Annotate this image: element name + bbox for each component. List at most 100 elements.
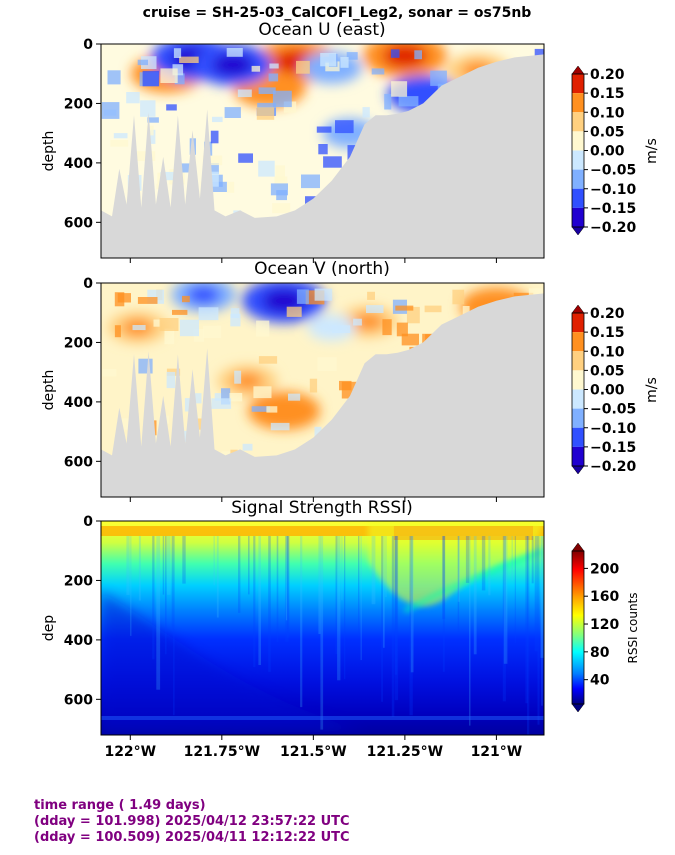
y-tick-label: 600 (64, 454, 93, 470)
colorbar-segment (572, 207, 584, 227)
panel-title-rssi: Signal Strength RSSI) (231, 498, 413, 518)
field-cell (366, 305, 384, 313)
rssi-ping-column (285, 536, 289, 642)
field-cell (296, 289, 309, 304)
field-cell (166, 371, 176, 389)
time-range-footer: time range ( 1.49 days) (dday = 101.998)… (34, 798, 350, 846)
rssi-ping-column (285, 536, 288, 621)
field-cell (205, 163, 219, 174)
colorbar-tick-label: 0.20 (590, 67, 625, 83)
rssi-ping-column (457, 536, 460, 602)
rssi-deep-band (101, 716, 544, 720)
field-cell (114, 325, 121, 338)
field-cell (268, 73, 279, 82)
colorbar-tick-label: 0.00 (590, 383, 625, 399)
rssi-ping-column (381, 536, 383, 702)
colorbar-segment (572, 74, 584, 94)
rssi-ping-column (410, 536, 414, 673)
rssi-ping-column (371, 536, 376, 605)
time-range-line: time range ( 1.49 days) (34, 798, 206, 813)
rssi-ping-column (537, 536, 540, 725)
field-cell (238, 153, 253, 163)
field-cell (230, 308, 240, 318)
rssi-ping-column (165, 536, 167, 655)
colorbar-segment (572, 389, 584, 409)
field-cell (146, 125, 154, 136)
v-colorbar: 0.20 0.15 0.10 0.05 0.00 −0.05 −0.10 −0.15 −0.20 (571, 304, 637, 475)
u-colorbar: 0.20 0.15 0.10 0.05 0.00 −0.05 −0.10 −0.15 −0.20 (571, 65, 637, 236)
colorbar-segment (572, 112, 584, 132)
colorbar-extend-max (571, 542, 585, 552)
rssi-ping-column (182, 536, 186, 584)
field-cell (430, 70, 447, 86)
field-cell (178, 163, 196, 173)
panel-title-v: Ocean V (north) (254, 259, 390, 279)
colorbar-extend-min (571, 226, 585, 236)
colorbar-tick-label: −0.20 (590, 220, 637, 236)
field-cell (353, 318, 362, 326)
x-tick-label: 122°W (104, 744, 156, 760)
rssi-ping-column (156, 536, 161, 690)
v-seafloor-mask (101, 283, 544, 497)
field-cell (110, 140, 129, 147)
rssi-ping-column (130, 536, 132, 636)
rssi-ping-column (457, 536, 460, 632)
colorbar-tick-label: 0.05 (590, 124, 625, 140)
field-cell (286, 306, 302, 317)
field-cell (272, 203, 291, 214)
field-cell (132, 325, 146, 331)
field-cell (140, 100, 156, 117)
y-tick-label: 400 (64, 156, 93, 172)
colorbar-tick-label: 0.10 (590, 344, 625, 360)
time-range-end: (dday = 101.998) 2025/04/12 23:57:22 UTC (34, 814, 350, 829)
colorbar-gradient (572, 551, 584, 704)
field-cell (174, 73, 185, 85)
colorbar-extend-min (571, 465, 585, 475)
field-cell (198, 307, 219, 321)
field-cell (528, 288, 543, 297)
field-cell (251, 406, 271, 412)
field-cell (166, 104, 177, 111)
field-cell (226, 48, 243, 57)
rssi-field-texture (101, 536, 544, 735)
field-cell (191, 393, 202, 404)
field-cell (401, 333, 419, 346)
rssi-ping-column (534, 536, 538, 652)
field-cell (121, 418, 131, 430)
field-cell (390, 49, 400, 58)
u-ylabel: depth (41, 131, 57, 172)
field-cell (314, 288, 333, 301)
field-cell (138, 358, 153, 374)
field-cell (147, 117, 159, 123)
rssi-x-axis: 122°W 121.75°W 121.5°W 121.25°W 121°W (104, 735, 522, 760)
colorbar-tick-label: 120 (590, 617, 619, 633)
field-cell (227, 181, 235, 193)
field-cell (101, 102, 120, 119)
field-cell (543, 50, 544, 63)
colorbar-tick-label: −0.10 (590, 182, 637, 198)
colorbar-tick-label: 0.05 (590, 363, 625, 379)
field-cell (323, 156, 342, 168)
rssi-ping-column (318, 536, 321, 634)
y-tick-label: 600 (64, 692, 93, 708)
rssi-ping-column (126, 536, 130, 595)
rssi-ping-column (213, 536, 215, 586)
field-feature-core (187, 285, 220, 305)
field-cell (149, 129, 156, 144)
colorbar-segment (572, 332, 584, 352)
rssi-ping-column (171, 536, 174, 629)
field-feature-core (212, 53, 254, 77)
colorbar-tick-label: 0.20 (590, 306, 625, 322)
rssi-ping-column (473, 536, 477, 655)
field-cell (251, 65, 261, 72)
rssi-ping-column (335, 536, 338, 654)
field-cell (414, 50, 422, 60)
field-cell (452, 289, 465, 305)
rssi-ping-column (300, 536, 303, 708)
field-cell (316, 126, 332, 133)
rssi-ping-column (469, 536, 471, 726)
field-cell (113, 133, 128, 139)
rssi-deep-layer (101, 591, 369, 735)
colorbar-tick-label: −0.05 (590, 163, 636, 179)
